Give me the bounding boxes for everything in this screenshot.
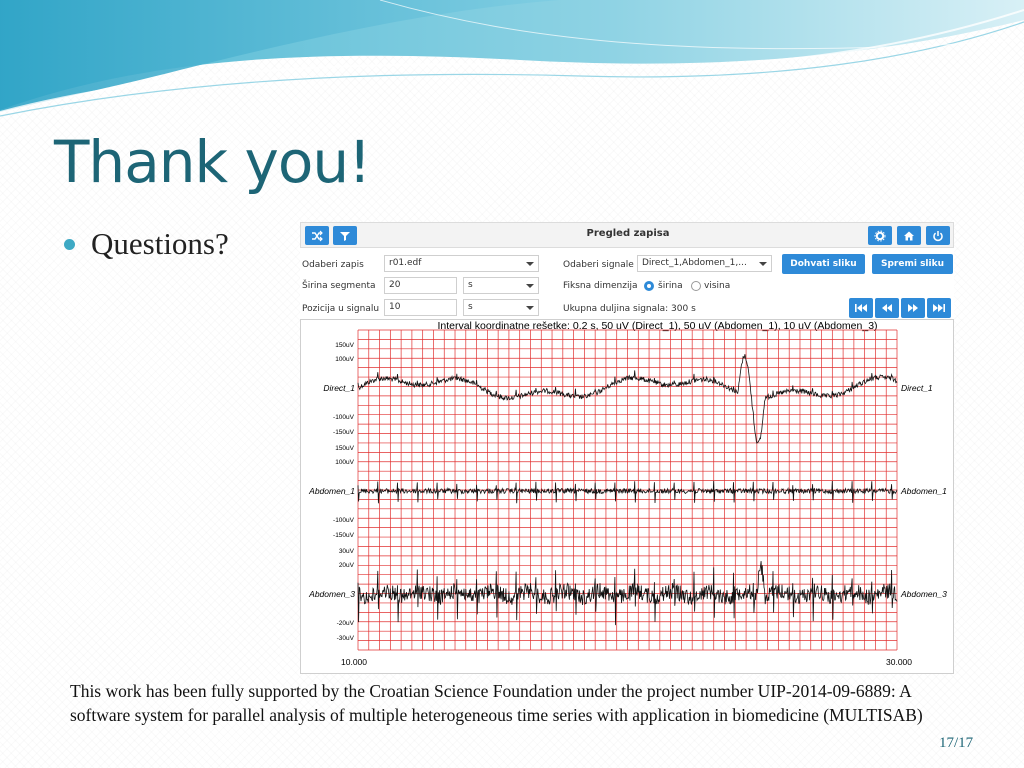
y-tick-label: -150uV — [333, 429, 355, 436]
app-toolbar: Pregled zapisa — [300, 222, 954, 248]
bullet-text: Questions? — [91, 226, 229, 261]
y-tick-label: -100uV — [333, 517, 355, 524]
filter-icon[interactable] — [333, 226, 357, 245]
y-tick-label: 150uV — [335, 342, 354, 349]
y-tick-label: -20uV — [337, 620, 355, 627]
y-tick-label: 150uV — [335, 445, 354, 452]
signal-position-input[interactable]: 10 — [384, 299, 457, 316]
power-icon[interactable] — [926, 226, 950, 245]
signal-chart: Interval koordinatne rešetke: 0.2 s, 50 … — [308, 320, 947, 667]
radio-sirina-label: širina — [658, 281, 683, 291]
chevron-down-icon — [526, 284, 534, 288]
header-wave-decoration — [0, 0, 1024, 117]
signals-select-value: Direct_1,Abdomen_1,... — [642, 258, 747, 268]
shuffle-icon[interactable] — [305, 226, 329, 245]
y-tick-label: 100uV — [335, 459, 354, 466]
segment-width-input[interactable]: 20 — [384, 277, 457, 294]
home-icon[interactable] — [897, 226, 921, 245]
x-tick-label-end: 30.000 — [886, 657, 912, 667]
gear-icon[interactable] — [868, 226, 892, 245]
y-tick-label: -100uV — [333, 414, 355, 421]
signals-label: Odaberi signale — [563, 260, 634, 270]
segment-width-unit-select[interactable]: s — [463, 277, 539, 294]
signal-trace-direct_1 — [357, 354, 898, 445]
signal-position-unit-value: s — [468, 302, 473, 312]
signal-chart-panel: Interval koordinatne rešetke: 0.2 s, 50 … — [300, 319, 954, 674]
y-tick-label: -30uV — [337, 635, 355, 642]
segment-width-unit-value: s — [468, 280, 473, 290]
chevron-down-icon — [526, 262, 534, 266]
fixed-dimension-label: Fiksna dimenzija — [563, 281, 638, 291]
segment-width-label: Širina segmenta — [302, 281, 376, 291]
signal-viewer-app: Pregled zapisa Odaberi zapis r01.edf Oda… — [300, 222, 954, 674]
channel-label-left: Abdomen_3 — [308, 589, 355, 599]
channel-label-right: Direct_1 — [901, 383, 933, 393]
bullet-item: Questions? — [64, 226, 229, 262]
radio-sirina[interactable] — [644, 281, 654, 291]
y-tick-label: 100uV — [335, 356, 354, 363]
skip-to-start-icon[interactable] — [849, 298, 873, 318]
record-label: Odaberi zapis — [302, 260, 364, 270]
signal-trace-abdomen_1 — [357, 480, 898, 504]
y-tick-label: 30uV — [339, 548, 355, 555]
record-select[interactable]: r01.edf — [384, 255, 539, 272]
chevron-down-icon — [759, 262, 767, 266]
chart-title: Interval koordinatne rešetke: 0.2 s, 50 … — [437, 320, 877, 332]
y-tick-label: 20uV — [339, 562, 355, 569]
page-number: 17/17 — [939, 735, 974, 751]
chevron-down-icon — [526, 306, 534, 310]
bullet-dot-icon — [64, 238, 75, 250]
app-title: Pregled zapisa — [586, 228, 670, 239]
radio-visina-label: visina — [704, 281, 731, 291]
x-tick-label-start: 10.000 — [341, 657, 367, 667]
fetch-image-button[interactable]: Dohvati sliku — [782, 254, 865, 274]
save-image-button[interactable]: Spremi sliku — [872, 254, 953, 274]
channel-label-right: Abdomen_3 — [900, 589, 947, 599]
total-length-label: Ukupna duljina signala: 300 s — [563, 304, 696, 314]
radio-visina[interactable] — [691, 281, 701, 291]
signal-position-unit-select[interactable]: s — [463, 299, 539, 316]
channel-label-right: Abdomen_1 — [900, 486, 947, 496]
signal-trace-abdomen_3 — [357, 561, 898, 626]
channel-label-left: Abdomen_1 — [308, 486, 355, 496]
step-back-icon[interactable] — [875, 298, 899, 318]
record-select-value: r01.edf — [389, 258, 422, 268]
footer-acknowledgement: This work has been fully supported by th… — [70, 681, 923, 725]
skip-to-end-icon[interactable] — [927, 298, 951, 318]
signal-position-label: Pozicija u signalu — [302, 304, 380, 314]
channel-label-left: Direct_1 — [323, 383, 355, 393]
slide-title: Thank you! — [54, 128, 371, 196]
y-tick-label: -150uV — [333, 532, 355, 539]
step-forward-icon[interactable] — [901, 298, 925, 318]
signals-select[interactable]: Direct_1,Abdomen_1,... — [637, 255, 772, 272]
